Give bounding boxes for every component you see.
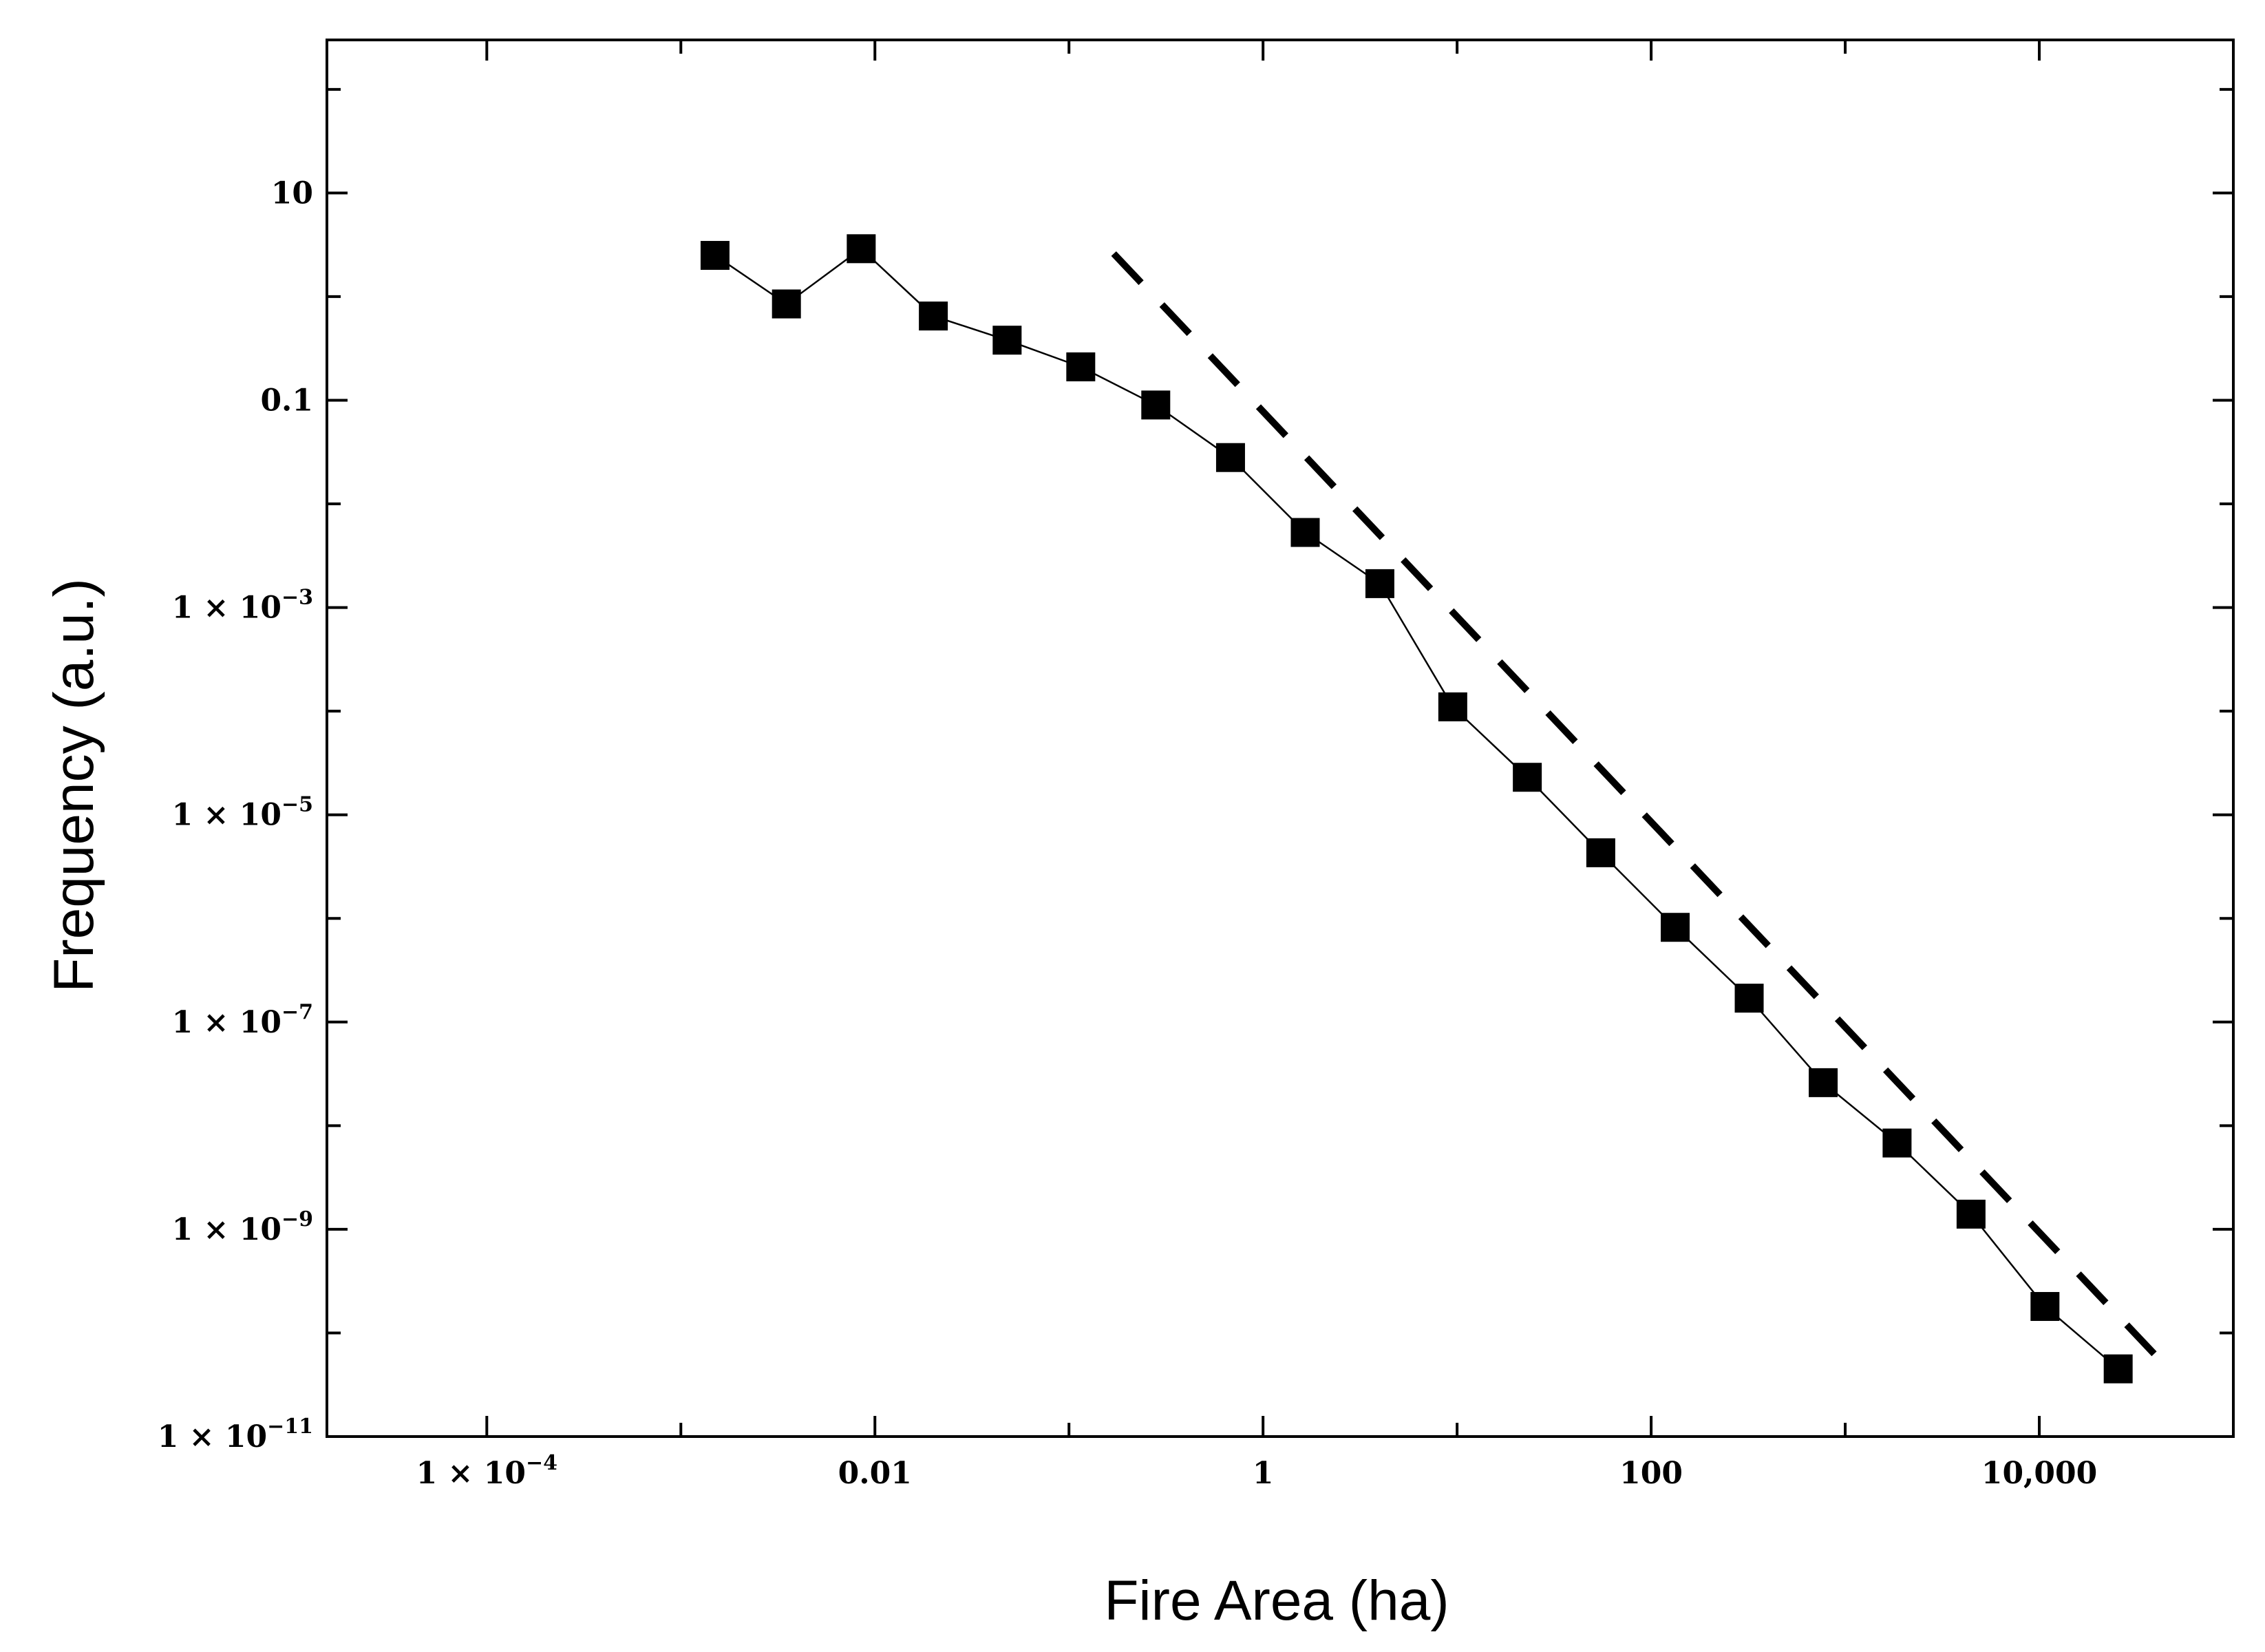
data-point-marker bbox=[1438, 692, 1467, 721]
y-tick-label: 10 bbox=[271, 176, 313, 211]
data-point-marker bbox=[1661, 913, 1690, 942]
data-point-marker bbox=[1215, 443, 1245, 472]
x-tick-label: 1 × 10−4 bbox=[416, 1451, 557, 1491]
data-point-marker bbox=[847, 234, 876, 264]
data-point-marker bbox=[1066, 352, 1096, 381]
x-tick-label: 100 bbox=[1619, 1456, 1683, 1491]
data-point-marker bbox=[1809, 1068, 1838, 1097]
y-tick-label: 0.1 bbox=[260, 383, 313, 418]
tick-labels: 1 × 10−4 0.01 1 100 10,000 10 0.1 1 × 10−3 1 × 1… bbox=[158, 176, 2097, 1491]
y-tick-label: 1 × 10−3 bbox=[172, 586, 313, 626]
data-point-marker bbox=[1882, 1128, 1912, 1158]
series-layer bbox=[700, 234, 2159, 1384]
power-law-fit-line bbox=[1111, 251, 2159, 1359]
data-point-marker bbox=[992, 326, 1022, 355]
x-tick-label: 0.01 bbox=[838, 1456, 912, 1491]
data-point-marker bbox=[1734, 984, 1764, 1013]
y-tick-label: 1 × 10−11 bbox=[158, 1415, 313, 1454]
data-point-marker bbox=[1141, 390, 1171, 420]
axis-ticks bbox=[327, 40, 2235, 1438]
x-tick-label: 10,000 bbox=[1981, 1456, 2097, 1491]
data-point-marker bbox=[1956, 1199, 1986, 1229]
y-tick-label: 1 × 10−5 bbox=[172, 793, 313, 833]
data-line bbox=[714, 247, 2119, 1370]
data-point-marker bbox=[1290, 518, 1320, 547]
y-tick-label: 1 × 10−7 bbox=[172, 1000, 313, 1040]
data-point-marker bbox=[1586, 838, 1615, 867]
data-point-marker bbox=[1513, 763, 1542, 792]
data-point-marker bbox=[919, 301, 948, 331]
data-point-marker bbox=[2103, 1354, 2133, 1384]
data-point-marker bbox=[1365, 569, 1394, 598]
y-axis-title: Frequency (a.u.) bbox=[43, 578, 105, 993]
y-tick-label: 1 × 10−9 bbox=[172, 1207, 313, 1247]
data-point-marker bbox=[700, 241, 730, 271]
plot-border bbox=[326, 39, 2235, 1438]
plot-area bbox=[326, 39, 2235, 1438]
data-point-marker bbox=[2030, 1292, 2060, 1322]
x-axis-title: Fire Area (ha) bbox=[1104, 1569, 1449, 1632]
data-point-marker bbox=[772, 289, 801, 319]
x-tick-label: 1 bbox=[1253, 1456, 1274, 1491]
